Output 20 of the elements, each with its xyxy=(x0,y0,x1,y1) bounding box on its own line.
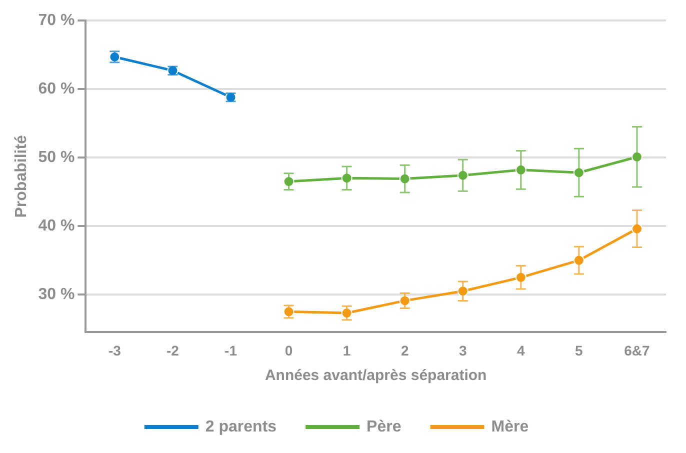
x-tick-label: 5 xyxy=(575,342,584,358)
y-tick-label: 60 % xyxy=(38,80,75,98)
x-tick-label: 1 xyxy=(342,342,351,358)
x-tick-label: -1 xyxy=(224,342,238,358)
x-axis-title: Années avant/après séparation xyxy=(264,367,487,384)
y-axis-title: Probabilité xyxy=(13,134,30,218)
x-tick-label: 3 xyxy=(458,342,467,358)
y-tick-label: 30 % xyxy=(38,286,75,303)
y-tick-label: 70 % xyxy=(38,12,75,30)
x-tick-label: 2 xyxy=(400,342,409,358)
x-tick-label: -2 xyxy=(166,342,180,358)
legend-label: Père xyxy=(366,418,402,436)
x-tick-label: 4 xyxy=(517,342,526,358)
x-tick-label: 6&7 xyxy=(624,342,650,358)
y-tick-label: 50 % xyxy=(38,148,75,166)
legend-label: Mère xyxy=(491,418,529,436)
y-tick-label: 40 % xyxy=(38,217,75,234)
x-tick-label: 0 xyxy=(284,342,293,358)
legend-label: 2 parents xyxy=(205,418,277,436)
x-tick-label: -3 xyxy=(108,342,122,358)
